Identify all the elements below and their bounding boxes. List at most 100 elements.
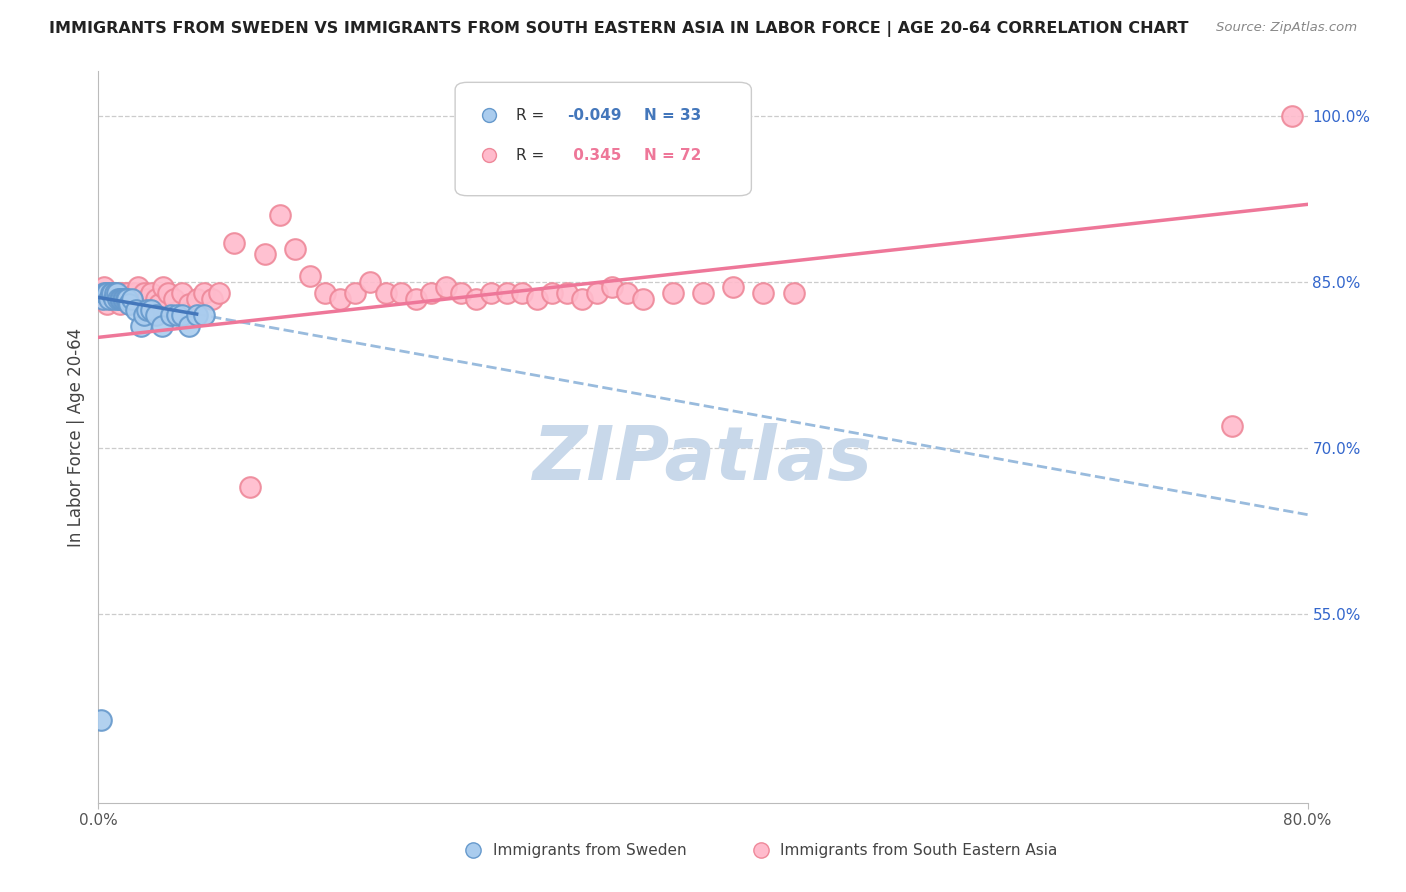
Point — [141, 285, 163, 300]
Point — [145, 308, 167, 322]
Text: Immigrants from South Eastern Asia: Immigrants from South Eastern Asia — [780, 843, 1057, 858]
Point — [105, 285, 128, 300]
Point — [108, 292, 131, 306]
Point — [104, 285, 127, 300]
Point — [723, 280, 745, 294]
Point — [94, 285, 117, 300]
Text: N = 72: N = 72 — [644, 148, 702, 163]
Point — [193, 285, 215, 300]
Text: Source: ZipAtlas.com: Source: ZipAtlas.com — [1216, 21, 1357, 35]
Point — [186, 292, 208, 306]
Point — [93, 285, 115, 300]
Point — [299, 269, 322, 284]
Point — [1220, 419, 1243, 434]
Point — [108, 297, 131, 311]
Point — [201, 292, 224, 306]
Point — [156, 285, 179, 300]
FancyBboxPatch shape — [456, 82, 751, 195]
Point — [100, 292, 122, 306]
Point — [90, 292, 112, 306]
Point — [420, 285, 443, 300]
Point — [96, 297, 118, 311]
Point — [90, 713, 112, 727]
Point — [783, 285, 806, 300]
Point — [91, 292, 114, 306]
Point — [360, 275, 382, 289]
Point — [107, 292, 129, 306]
Point — [692, 285, 714, 300]
Point — [104, 292, 127, 306]
Point — [105, 285, 128, 300]
Point — [129, 319, 152, 334]
Point — [253, 247, 276, 261]
Point — [135, 302, 157, 317]
Point — [540, 285, 562, 300]
Text: Immigrants from Sweden: Immigrants from Sweden — [492, 843, 686, 858]
Point — [555, 285, 578, 300]
Point — [571, 292, 593, 306]
Point — [170, 285, 193, 300]
Point — [103, 285, 125, 300]
Point — [631, 292, 654, 306]
Point — [98, 292, 121, 306]
Point — [160, 308, 183, 322]
Text: N = 33: N = 33 — [644, 108, 702, 123]
Point — [224, 236, 246, 251]
Point — [114, 292, 136, 306]
Point — [148, 297, 170, 311]
Point — [752, 285, 775, 300]
Point — [110, 285, 132, 300]
Point — [100, 285, 122, 300]
Point — [145, 292, 167, 306]
Point — [152, 280, 174, 294]
Point — [132, 308, 155, 322]
Point — [329, 292, 352, 306]
Point — [389, 285, 412, 300]
Text: R =: R = — [516, 148, 548, 163]
Point — [193, 308, 215, 322]
Point — [111, 292, 134, 306]
Point — [114, 292, 136, 306]
Point — [135, 292, 157, 306]
Point — [101, 285, 124, 300]
Point — [314, 285, 336, 300]
Point — [269, 209, 291, 223]
Point — [450, 285, 472, 300]
Point — [141, 302, 163, 317]
Point — [179, 319, 201, 334]
Point — [405, 292, 427, 306]
Point — [129, 297, 152, 311]
Point — [132, 285, 155, 300]
Point — [602, 280, 624, 294]
Text: IMMIGRANTS FROM SWEDEN VS IMMIGRANTS FROM SOUTH EASTERN ASIA IN LABOR FORCE | AG: IMMIGRANTS FROM SWEDEN VS IMMIGRANTS FRO… — [49, 21, 1188, 37]
Point — [481, 285, 503, 300]
Point — [112, 292, 135, 306]
Point — [186, 308, 208, 322]
Point — [118, 297, 141, 311]
Point — [150, 319, 173, 334]
Point — [163, 292, 186, 306]
Point — [115, 285, 138, 300]
Point — [127, 280, 149, 294]
Point — [239, 480, 262, 494]
Point — [465, 292, 488, 306]
Point — [112, 285, 135, 300]
Point — [166, 308, 188, 322]
Point — [1281, 109, 1303, 123]
Text: -0.049: -0.049 — [568, 108, 621, 123]
Point — [121, 292, 143, 306]
Point — [586, 285, 609, 300]
Point — [103, 292, 125, 306]
Point — [91, 285, 114, 300]
Point — [495, 285, 517, 300]
Point — [94, 292, 117, 306]
Point — [107, 292, 129, 306]
Point — [179, 297, 201, 311]
Point — [115, 292, 138, 306]
Text: R =: R = — [516, 108, 548, 123]
Point — [101, 285, 124, 300]
Point — [118, 297, 141, 311]
Text: ZIPatlas: ZIPatlas — [533, 423, 873, 496]
Point — [661, 285, 683, 300]
Point — [110, 292, 132, 306]
